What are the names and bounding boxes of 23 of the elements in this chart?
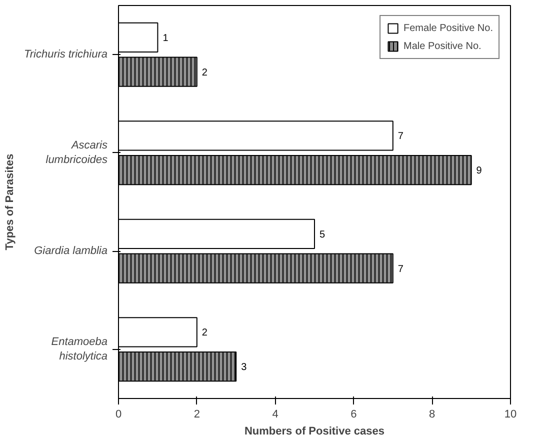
y-tick-label: Giardia lamblia (34, 245, 108, 258)
y-tick-label: Ascaris lumbricoides (46, 140, 108, 166)
legend-label: Male Positive No. (404, 40, 482, 52)
data-label: 3 (241, 362, 248, 374)
data-label: 2 (202, 67, 208, 78)
y-axis-title: Types of Parasites (4, 154, 16, 250)
x-tick-label: 0 (115, 408, 122, 420)
data-label: 9 (476, 166, 482, 177)
x-axis-title: Numbers of Positive cases (244, 426, 385, 438)
legend-label: Female Positive No. (404, 22, 493, 34)
data-label: 5 (320, 229, 326, 240)
data-label: 7 (398, 264, 404, 275)
y-tick-label: Entamoeba histolytica (51, 336, 108, 363)
x-tick-label: 6 (350, 408, 357, 420)
x-tick-label: 10 (504, 408, 517, 420)
x-tick-label: 4 (272, 408, 278, 420)
x-tick-label: 8 (429, 408, 436, 420)
data-label: 2 (202, 328, 208, 339)
data-label: 1 (162, 32, 169, 44)
data-label: 7 (398, 131, 404, 142)
bar (118, 218, 315, 250)
x-tick-label: 2 (194, 408, 200, 420)
y-tick-label: Trichuris trichiura (24, 48, 108, 61)
